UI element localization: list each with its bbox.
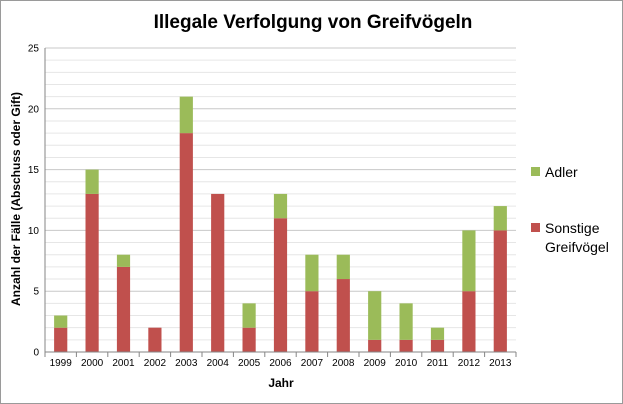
x-tick-label: 2013 [489,358,512,369]
y-tick-label: 20 [28,104,40,115]
y-tick-label: 25 [28,44,40,55]
bar-segment-sonstige [462,291,476,352]
x-tick-label: 2002 [144,358,167,369]
bar-segment-sonstige [242,327,256,352]
legend-label: Sonstige [545,220,600,236]
bar-segment-sonstige [493,230,507,352]
bar-segment-adler [242,303,256,328]
bar-segment-adler [368,291,382,340]
bar-segment-sonstige [211,193,225,352]
x-axis-title: Jahr [268,376,294,390]
legend-swatch [531,223,540,232]
y-tick-label: 0 [33,348,39,359]
x-tick-label: 2011 [427,358,449,369]
y-tick-label: 15 [28,165,40,176]
x-tick-label: 2008 [332,358,355,369]
bar-segment-adler [85,169,99,194]
legend-label: Adler [545,164,578,180]
bar-segment-sonstige [368,339,382,352]
legend-label: Greifvögel [545,239,609,255]
chart-title: Illegale Verfolgung von Greifvögeln [154,12,473,33]
x-tick-label: 2007 [301,358,324,369]
bars [54,96,507,352]
bar-segment-adler [273,193,288,219]
x-tick-label: 2004 [207,358,230,369]
bar-segment-adler [305,254,319,292]
legend: Adler Sonstige Greifvögel [531,164,609,255]
y-tick-label: 10 [28,226,40,237]
bar-segment-adler [179,96,193,134]
legend-swatch [531,167,540,176]
bar-segment-adler [430,327,445,340]
x-tick-label: 2009 [364,358,387,369]
bar-segment-adler [336,254,350,280]
x-tick-label: 2005 [238,358,261,369]
bar-segment-adler [116,254,131,267]
x-tick-label: 1999 [50,358,73,369]
bar-segment-sonstige [54,327,68,352]
bar-segment-adler [54,315,68,328]
bar-segment-sonstige [430,339,445,352]
axes: 0 5 10 15 20 25 1999 2000 2001 2002 2003 2004 2005 20… [28,44,517,369]
bar-segment-sonstige [305,291,319,352]
x-tick-label: 2003 [175,358,198,369]
x-tick-label: 2012 [458,358,481,369]
y-tick-label: 5 [33,287,39,298]
bar-segment-sonstige [85,193,99,352]
bar-segment-adler [399,303,413,340]
bar-segment-sonstige [399,339,413,352]
bar-segment-sonstige [148,327,162,352]
bar-segment-adler [493,206,507,231]
y-axis-title: Anzahl der Fälle (Abschuss oder Gift) [9,92,23,306]
x-tick-label: 2006 [269,358,292,369]
bar-segment-sonstige [273,218,288,352]
x-tick-label: 2000 [81,358,104,369]
x-tick-label: 2001 [112,358,135,369]
bar-segment-adler [462,230,476,292]
x-tick-label: 2010 [395,358,418,369]
bar-segment-sonstige [179,133,193,352]
bar-segment-sonstige [336,279,350,352]
bar-segment-sonstige [116,266,131,352]
